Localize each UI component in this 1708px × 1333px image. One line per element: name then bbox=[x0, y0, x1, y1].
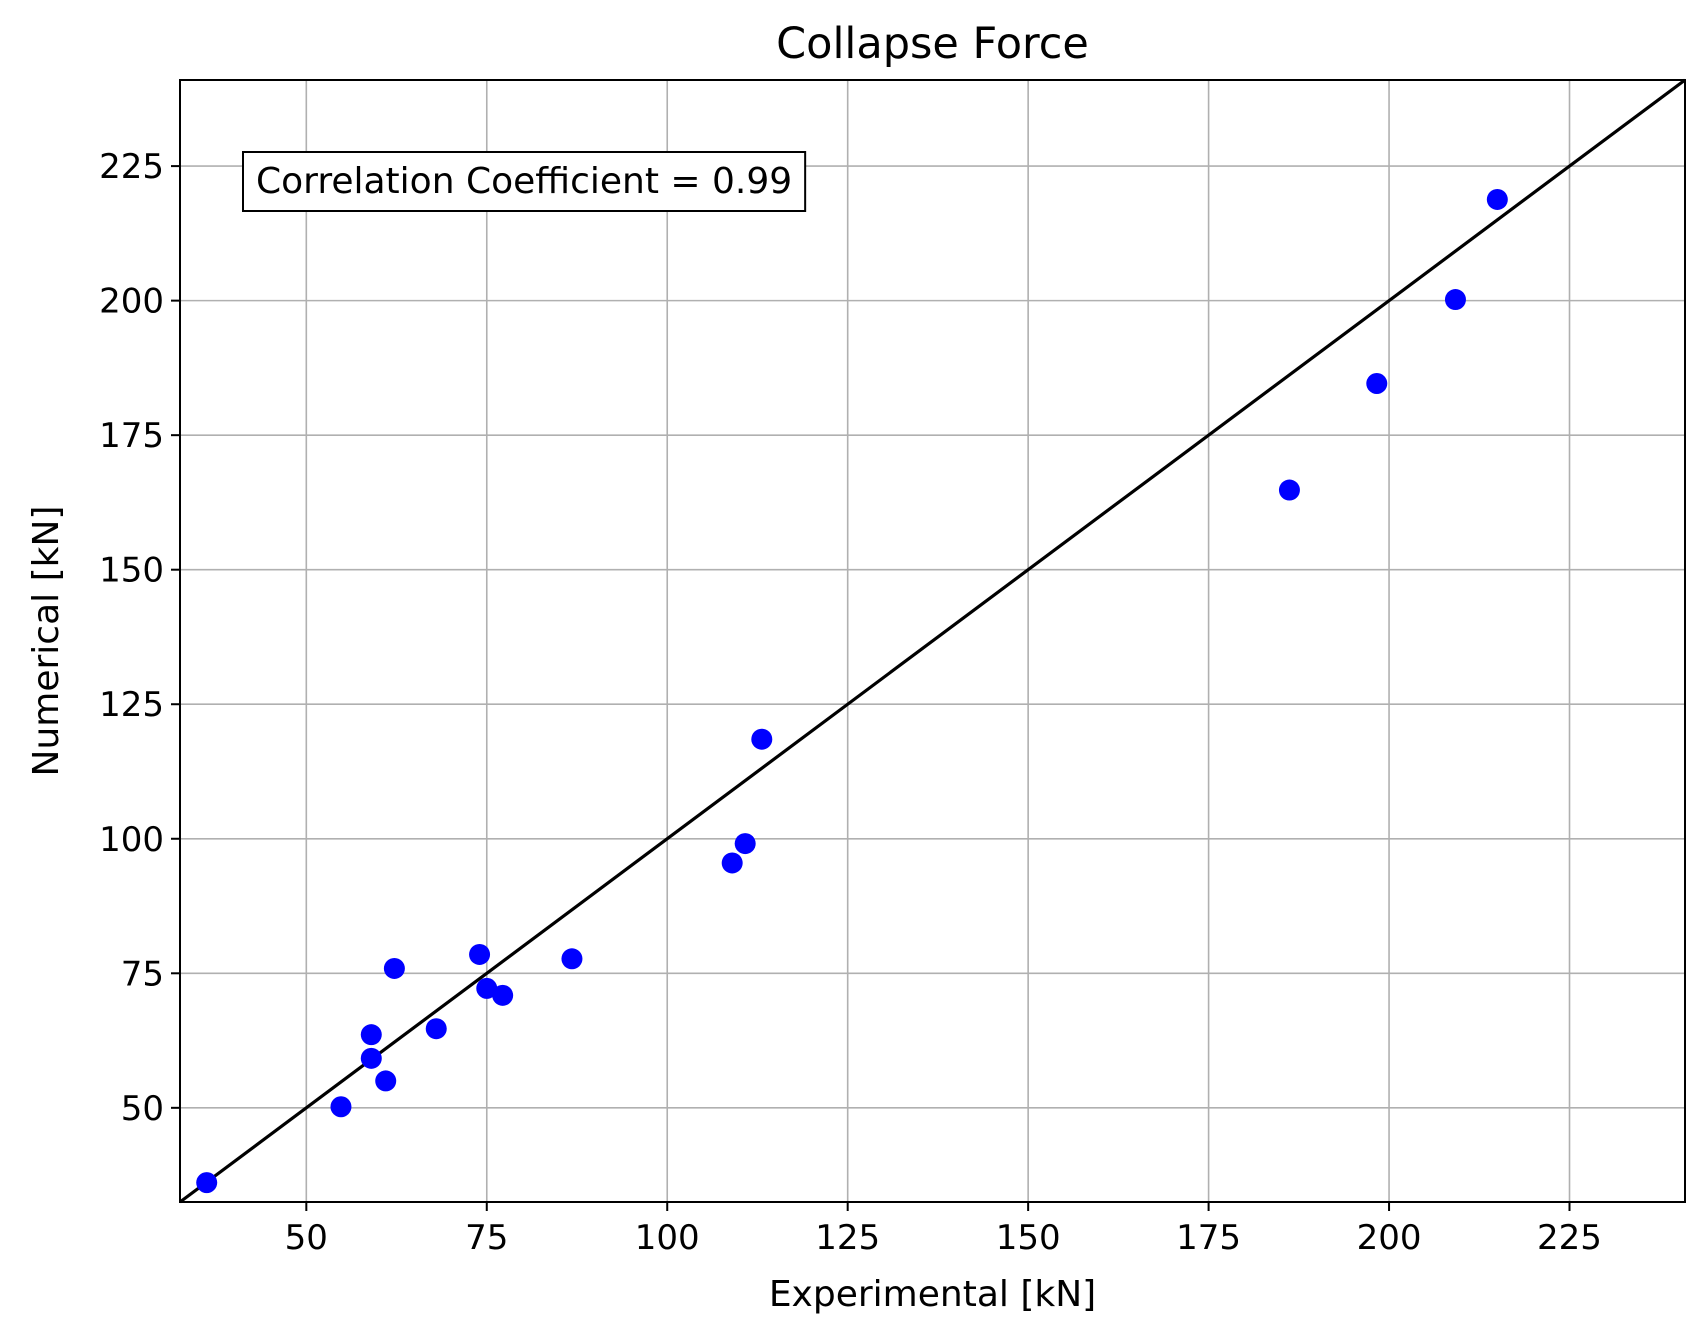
x-tick-label: 100 bbox=[635, 1218, 700, 1258]
data-point bbox=[1486, 188, 1508, 210]
y-tick-label: 100 bbox=[99, 820, 164, 860]
data-point bbox=[196, 1172, 218, 1194]
data-point bbox=[469, 943, 491, 965]
data-point bbox=[1278, 479, 1300, 501]
data-point bbox=[360, 1024, 382, 1046]
data-point bbox=[383, 957, 405, 979]
x-tick-label: 175 bbox=[1176, 1218, 1241, 1258]
x-tick-label: 200 bbox=[1357, 1218, 1422, 1258]
data-point bbox=[360, 1047, 382, 1069]
data-point bbox=[492, 984, 514, 1006]
data-point bbox=[721, 852, 743, 874]
data-point bbox=[1366, 373, 1388, 395]
reference-line bbox=[179, 78, 1686, 1204]
x-tick-label: 125 bbox=[815, 1218, 880, 1258]
x-tick-label: 150 bbox=[996, 1218, 1061, 1258]
y-tick-label: 225 bbox=[99, 147, 164, 187]
x-tick-label: 50 bbox=[285, 1218, 328, 1258]
x-axis-label: Experimental [kN] bbox=[769, 1274, 1096, 1315]
data-point bbox=[476, 977, 498, 999]
data-point bbox=[425, 1018, 447, 1040]
y-tick-label: 125 bbox=[99, 685, 164, 725]
data-point bbox=[561, 948, 583, 970]
data-point bbox=[375, 1070, 397, 1092]
chart-title: Collapse Force bbox=[776, 19, 1089, 69]
data-point bbox=[330, 1096, 352, 1118]
y-tick-label: 75 bbox=[121, 954, 164, 994]
data-points bbox=[196, 188, 1508, 1194]
plot-frame bbox=[179, 79, 1686, 1203]
data-point bbox=[1444, 289, 1466, 311]
data-point bbox=[734, 833, 756, 855]
y-tick-label: 50 bbox=[121, 1089, 164, 1129]
y-tick-label: 175 bbox=[99, 416, 164, 456]
y-tick-label: 200 bbox=[99, 282, 164, 322]
y-tick-label: 150 bbox=[99, 551, 164, 591]
data-point bbox=[751, 728, 773, 750]
grid-lines bbox=[180, 80, 1685, 1202]
y-axis-label: Numerical [kN] bbox=[26, 506, 67, 777]
correlation-annotation: Correlation Coefficient = 0.99 bbox=[242, 151, 807, 212]
x-tick-label: 75 bbox=[465, 1218, 508, 1258]
annotation-box bbox=[242, 151, 807, 212]
reference-line-group bbox=[179, 78, 1686, 1204]
annotation-text: Correlation Coefficient = 0.99 bbox=[256, 161, 792, 202]
axis-ticks: 50 75 100 125 150 175 200 225 50 75 100 125 150 175 20… bbox=[99, 147, 1602, 1258]
x-tick-label: 225 bbox=[1537, 1218, 1602, 1258]
